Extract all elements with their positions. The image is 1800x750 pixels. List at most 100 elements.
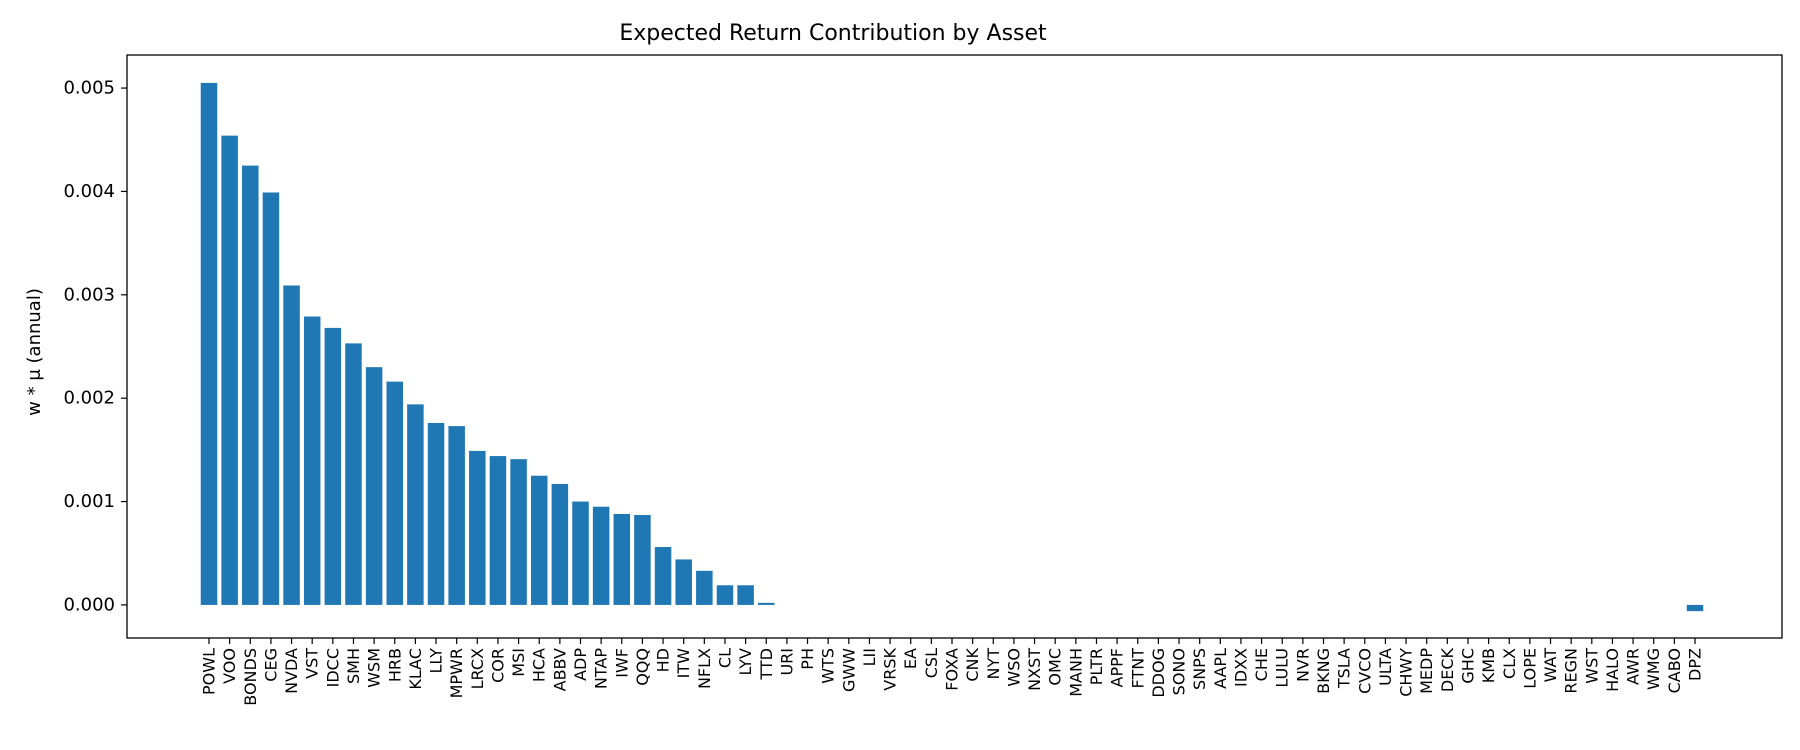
- bar-ceg: [262, 192, 280, 605]
- bar-powl: [200, 82, 218, 605]
- x-tick-label: AWR: [1624, 648, 1643, 685]
- x-tick-label: TSLA: [1335, 648, 1354, 689]
- x-tick-label: HCA: [530, 648, 549, 682]
- x-tick-label: EA: [901, 648, 920, 669]
- bar-hca: [530, 475, 548, 605]
- y-tick-label: 0.001: [63, 491, 115, 512]
- bar-lrcx: [469, 450, 486, 605]
- x-tick-label: MSI: [509, 648, 528, 677]
- x-tick-label: ULTA: [1376, 648, 1395, 686]
- x-tick-label: WSO: [1004, 648, 1023, 687]
- bar-abbv: [551, 483, 569, 605]
- bar-mpwr: [448, 426, 465, 605]
- x-tick-label: KMB: [1479, 648, 1498, 683]
- x-tick-label: MPWR: [447, 648, 466, 698]
- x-tick-label: NYT: [984, 648, 1003, 680]
- x-tick-label: CL: [715, 648, 734, 668]
- x-tick-label: POWL: [200, 648, 219, 695]
- bar-ttd: [757, 602, 775, 605]
- x-tick-label: QQQ: [633, 648, 652, 686]
- x-tick-label: NTAP: [592, 648, 611, 689]
- y-axis-label: w * μ (annual): [24, 288, 45, 416]
- bars-group: [200, 82, 1704, 612]
- x-tick-label: LRCX: [468, 648, 487, 689]
- bar-wsm: [365, 367, 383, 605]
- bar-iwf: [613, 513, 631, 605]
- x-tick-label: BONDS: [241, 648, 260, 706]
- x-tick-label: NVDA: [282, 648, 301, 694]
- x-tick-label: IDCC: [323, 648, 342, 687]
- x-tick-label: WSM: [365, 648, 384, 688]
- x-tick-label: NFLX: [695, 648, 714, 689]
- x-tick-label: WAT: [1541, 648, 1560, 683]
- bar-idcc: [324, 327, 342, 605]
- bar-cor: [489, 456, 507, 605]
- bar-ntap: [592, 506, 610, 605]
- bar-qqq: [634, 514, 651, 605]
- x-tick-label: CLX: [1500, 648, 1519, 679]
- x-tick-label: MEDP: [1417, 648, 1436, 694]
- x-tick-label: FOXA: [943, 648, 962, 691]
- x-tick-label: KLAC: [406, 648, 425, 690]
- x-tick-label: PLTR: [1087, 648, 1106, 685]
- x-tick-label: VOO: [220, 648, 239, 684]
- bar-cl: [716, 585, 734, 605]
- x-tick-label: DDOG: [1149, 648, 1168, 698]
- x-axis-ticks: POWL VOO BONDS CEG NVDA VST IDCC SMH WSM HRB KLAC L…: [200, 638, 1705, 706]
- x-tick-label: LOPE: [1520, 648, 1539, 689]
- x-tick-label: NXST: [1025, 648, 1044, 691]
- bar-dpz: [1686, 604, 1704, 612]
- x-tick-label: TTD: [757, 648, 776, 681]
- x-tick-label: LII: [860, 648, 879, 666]
- x-tick-label: ADP: [571, 648, 590, 681]
- x-tick-label: CVCO: [1355, 648, 1374, 694]
- x-tick-label: BKNG: [1314, 648, 1333, 694]
- bar-nflx: [696, 570, 713, 605]
- x-tick-label: HD: [654, 648, 673, 672]
- x-tick-label: GHC: [1458, 648, 1477, 684]
- x-tick-label: SNPS: [1190, 648, 1209, 690]
- x-tick-label: SMH: [344, 648, 363, 684]
- x-tick-label: AAPL: [1211, 648, 1230, 689]
- bar-voo: [221, 135, 238, 605]
- x-tick-label: REGN: [1562, 648, 1581, 694]
- x-tick-label: ABBV: [550, 648, 569, 691]
- x-tick-label: URI: [777, 648, 796, 676]
- x-tick-label: APPF: [1108, 648, 1127, 687]
- x-tick-label: OMC: [1046, 648, 1065, 686]
- bar-vst: [303, 316, 321, 605]
- bar-smh: [345, 343, 362, 605]
- plot-frame: [126, 54, 1783, 639]
- y-tick-label: 0.005: [63, 78, 115, 99]
- bar-nvda: [283, 285, 300, 605]
- x-tick-label: WMG: [1644, 648, 1663, 690]
- x-tick-label: WTS: [819, 648, 838, 684]
- bar-lly: [427, 422, 445, 605]
- y-tick-label: 0.004: [63, 181, 115, 202]
- y-tick-label: 0.002: [63, 388, 115, 409]
- x-tick-label: CHWY: [1397, 648, 1416, 697]
- bar-itw: [675, 559, 692, 605]
- x-tick-label: FTNT: [1128, 648, 1147, 689]
- chart-title: Expected Return Contribution by Asset: [619, 21, 1047, 46]
- x-tick-label: CHE: [1252, 648, 1271, 681]
- bar-hd: [654, 547, 672, 605]
- x-tick-label: DPZ: [1686, 648, 1705, 681]
- x-tick-label: CNK: [963, 648, 982, 682]
- bar-msi: [510, 459, 527, 605]
- x-tick-label: SONO: [1170, 648, 1189, 695]
- y-tick-label: 0.003: [63, 284, 115, 305]
- x-tick-label: IWF: [612, 648, 631, 678]
- y-axis-ticks: 0.000 0.001 0.002 0.003 0.004 0.005: [63, 78, 127, 615]
- x-tick-label: CEG: [261, 648, 280, 682]
- x-tick-label: WST: [1582, 648, 1601, 684]
- x-tick-label: NVR: [1293, 648, 1312, 682]
- x-tick-label: COR: [488, 648, 507, 683]
- bar-adp: [572, 501, 589, 605]
- bar-hrb: [386, 381, 404, 605]
- x-tick-label: LULU: [1273, 648, 1292, 688]
- y-tick-label: 0.000: [63, 594, 115, 615]
- x-tick-label: IDXX: [1231, 648, 1250, 687]
- x-tick-label: LLY: [427, 648, 446, 674]
- x-tick-label: PH: [798, 648, 817, 670]
